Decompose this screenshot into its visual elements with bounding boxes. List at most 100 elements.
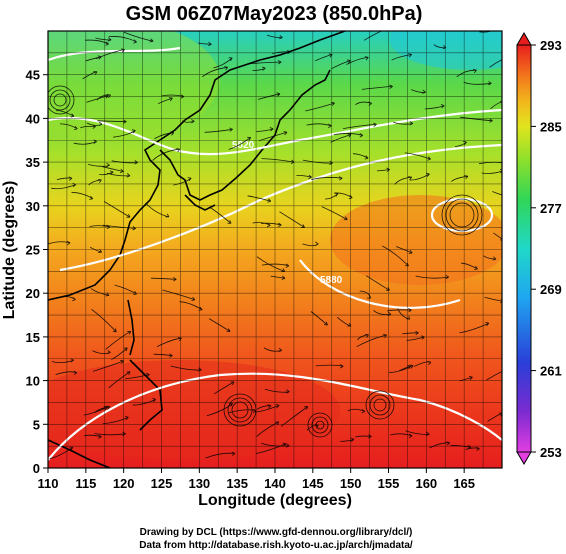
- streamline-arrowhead: [119, 168, 124, 173]
- streamline: [157, 97, 173, 105]
- streamline-arrowhead: [98, 434, 102, 439]
- streamline: [132, 399, 156, 406]
- streamline: [394, 176, 412, 185]
- streamline-arrowhead: [308, 174, 312, 179]
- streamline-arrowhead: [446, 441, 450, 446]
- streamline: [387, 309, 412, 312]
- streamline-arrowhead: [323, 321, 328, 326]
- streamline-arrowhead: [266, 222, 271, 228]
- streamline-arrowhead: [361, 409, 366, 414]
- contour-label-5880: 5880: [320, 275, 343, 286]
- streamline-arrowhead: [474, 265, 478, 270]
- streamline-arrowhead: [408, 53, 412, 58]
- streamline-arrowhead: [489, 118, 493, 123]
- streamline-arrowhead: [131, 129, 136, 134]
- streamline-arrowhead: [409, 364, 414, 369]
- streamline: [156, 337, 182, 348]
- colorbar-tick-label: 293: [540, 38, 562, 53]
- streamline-arrowhead: [89, 195, 94, 200]
- streamline-arrowhead: [122, 431, 126, 436]
- streamline: [153, 353, 173, 357]
- streamline-arrowhead: [168, 97, 173, 102]
- x-tick-label: 110: [38, 476, 59, 491]
- streamline: [373, 310, 391, 316]
- streamline: [460, 116, 493, 122]
- streamline: [256, 421, 279, 437]
- streamline-arrowhead: [389, 26, 393, 29]
- y-tick-label: 5: [33, 417, 40, 432]
- contour-high-ridge: [299, 259, 461, 309]
- streamline: [123, 31, 154, 42]
- streamline-arrowhead: [66, 240, 71, 246]
- streamline-arrowhead: [415, 330, 419, 336]
- streamline-arrowhead: [422, 89, 426, 94]
- streamline-arrowhead: [106, 405, 111, 410]
- streamline-arrowhead: [494, 26, 497, 30]
- streamline: [333, 133, 363, 136]
- y-axis: 0 5 10 15 20 25 30 35 40 45: [26, 68, 48, 476]
- x-tick-label: 140: [264, 476, 286, 491]
- streamline-arrowhead: [464, 175, 469, 180]
- streamline: [487, 412, 502, 422]
- streamline: [483, 255, 497, 260]
- streamline-arrowhead: [488, 81, 492, 86]
- contour-5880-north: [59, 143, 502, 272]
- x-tick-label: 120: [113, 476, 135, 491]
- y-tick-label: 30: [26, 199, 40, 214]
- streamline: [321, 206, 348, 220]
- streamline: [463, 81, 492, 85]
- streamline: [393, 121, 413, 125]
- streamline: [51, 184, 76, 190]
- streamline: [154, 132, 174, 139]
- streamline: [315, 364, 344, 367]
- streamline-arrowhead: [427, 360, 432, 366]
- streamline-arrowhead: [208, 41, 212, 47]
- contour-label-5820: 5820: [232, 140, 255, 151]
- streamline-arrowhead: [92, 124, 96, 129]
- streamline-arrowhead: [269, 127, 274, 132]
- streamline: [493, 232, 502, 240]
- streamline: [85, 39, 109, 45]
- x-tick-label: 135: [226, 476, 248, 491]
- x-axis: 110 115 120 125 130 135 140 145 150 155 160 165: [38, 468, 475, 491]
- streamline-arrowhead: [409, 121, 414, 126]
- streamline-arrowhead: [285, 263, 290, 268]
- streamline-arrowhead: [278, 222, 282, 227]
- streamline-arrowhead: [346, 59, 351, 64]
- streamline-arrowhead: [283, 131, 288, 136]
- streamline-arrowhead: [279, 35, 283, 40]
- colorbar-tick-label: 253: [540, 445, 562, 460]
- streamline-arrowhead: [440, 104, 445, 109]
- streamline-arrowhead: [445, 274, 449, 280]
- vortex-streamline: [49, 89, 71, 111]
- vortex-streamline: [369, 394, 391, 416]
- streamline-arrowhead: [364, 155, 369, 160]
- x-tick-label: 160: [415, 476, 437, 491]
- streamline: [113, 130, 136, 138]
- streamline-arrowhead: [97, 179, 102, 183]
- streamline-arrowhead: [69, 446, 74, 451]
- streamline: [59, 123, 78, 130]
- streamline: [93, 406, 110, 414]
- vortex-streamline: [227, 397, 253, 423]
- streamline: [227, 409, 257, 414]
- colorbar-scale: [516, 44, 532, 453]
- streamline: [302, 159, 333, 164]
- vortex-streamline: [449, 202, 475, 228]
- streamline-arrowhead: [106, 162, 110, 168]
- streamline: [296, 174, 312, 178]
- northwest-cool-region: [48, 31, 220, 140]
- streamline: [86, 95, 109, 103]
- streamline: [492, 191, 502, 196]
- streamline-arrowhead: [267, 404, 272, 409]
- streamline: [343, 124, 377, 129]
- streamline: [451, 175, 468, 182]
- streamline: [409, 173, 430, 181]
- streamline: [161, 94, 184, 97]
- streamline-arrowhead: [473, 69, 477, 74]
- vortex-streamline: [445, 198, 479, 232]
- streamline: [204, 128, 233, 133]
- streamline-arrowhead: [338, 176, 343, 181]
- streamline: [105, 330, 131, 350]
